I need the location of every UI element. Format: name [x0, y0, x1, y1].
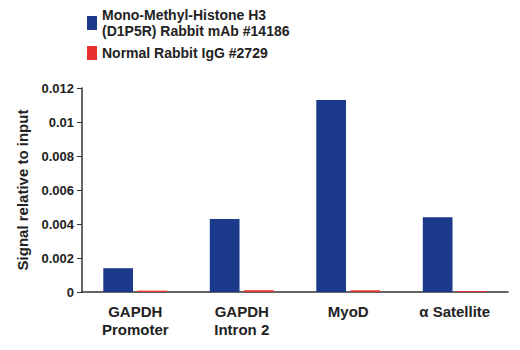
- svg-text:Mono-Methyl-Histone H3: Mono-Methyl-Histone H3: [102, 7, 266, 23]
- svg-text:α Satellite: α Satellite: [419, 303, 490, 320]
- svg-text:(D1P5R) Rabbit mAb #14186: (D1P5R) Rabbit mAb #14186: [102, 23, 290, 39]
- svg-text:Signal relative to input: Signal relative to input: [14, 110, 31, 271]
- svg-text:GAPDH: GAPDH: [215, 303, 269, 320]
- svg-text:Normal Rabbit IgG #2729: Normal Rabbit IgG #2729: [102, 45, 268, 61]
- svg-text:0.01: 0.01: [49, 115, 74, 130]
- svg-text:0.002: 0.002: [41, 251, 74, 266]
- svg-text:Intron 2: Intron 2: [214, 321, 269, 338]
- svg-text:GAPDH: GAPDH: [108, 303, 162, 320]
- svg-text:0: 0: [67, 285, 74, 300]
- svg-text:0.006: 0.006: [41, 183, 74, 198]
- svg-text:Promoter: Promoter: [102, 321, 169, 338]
- svg-text:0.004: 0.004: [41, 217, 74, 232]
- svg-text:0.008: 0.008: [41, 149, 74, 164]
- svg-text:0.012: 0.012: [41, 81, 74, 96]
- svg-text:MyoD: MyoD: [328, 303, 369, 320]
